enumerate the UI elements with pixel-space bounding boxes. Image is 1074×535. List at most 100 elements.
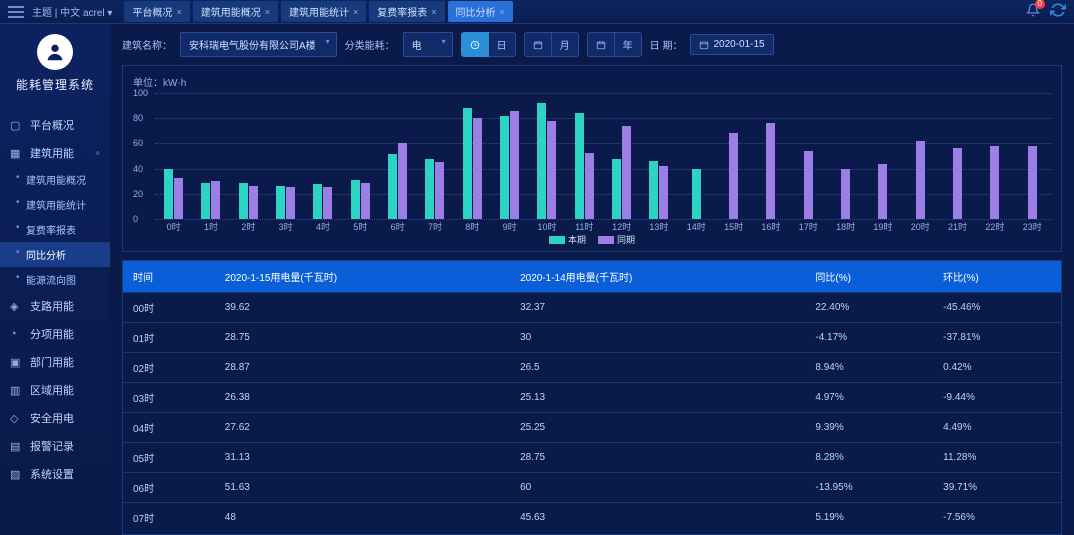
seg-year[interactable]: 年 xyxy=(615,32,642,57)
menu-toggle-icon[interactable] xyxy=(8,6,24,18)
menu-icon: ▢ xyxy=(10,119,24,132)
bar[interactable] xyxy=(1028,146,1037,219)
bar[interactable] xyxy=(388,154,397,219)
bar[interactable] xyxy=(510,111,519,219)
sidebar-subitem[interactable]: 建筑用能统计 xyxy=(0,192,110,217)
bar-slot xyxy=(416,93,453,219)
seg-month[interactable]: 月 xyxy=(552,32,579,57)
bar[interactable] xyxy=(766,123,775,219)
sidebar-subitem[interactable]: 同比分析 xyxy=(0,242,110,267)
bar[interactable] xyxy=(425,159,434,219)
sidebar-item[interactable]: ◇安全用电 xyxy=(0,404,110,432)
bar[interactable] xyxy=(286,187,295,219)
table-cell: -13.95% xyxy=(805,473,933,503)
close-icon[interactable]: × xyxy=(500,7,505,17)
refresh-icon[interactable] xyxy=(1050,2,1066,21)
bar[interactable] xyxy=(916,141,925,219)
tab[interactable]: 建筑用能概况× xyxy=(193,1,278,22)
bar[interactable] xyxy=(323,187,332,219)
seg-cal-year-icon[interactable] xyxy=(587,32,615,57)
bar[interactable] xyxy=(537,103,546,219)
bar[interactable] xyxy=(575,113,584,219)
bar[interactable] xyxy=(692,169,701,219)
sidebar-subitem[interactable]: 能源流向图 xyxy=(0,267,110,292)
tab[interactable]: 复费率报表× xyxy=(369,1,444,22)
tab[interactable]: 平台概况× xyxy=(124,1,189,22)
bar-slot xyxy=(267,93,304,219)
seg-cal-month-icon[interactable] xyxy=(524,32,552,57)
sidebar-item[interactable]: ▤报警记录 xyxy=(0,432,110,460)
bar[interactable] xyxy=(201,183,210,219)
building-label: 建筑名称： xyxy=(122,37,172,52)
x-tick-label: 3时 xyxy=(267,220,304,233)
sidebar-subitem[interactable]: 复费率报表 xyxy=(0,217,110,242)
building-select[interactable]: 安科瑞电气股份有限公司A楼 xyxy=(180,32,337,57)
bar[interactable] xyxy=(361,183,370,219)
sidebar-item[interactable]: ▥区域用能 xyxy=(0,376,110,404)
sidebar-item[interactable]: ▢平台概况 xyxy=(0,111,110,139)
bar[interactable] xyxy=(398,143,407,219)
tab[interactable]: 建筑用能统计× xyxy=(281,1,366,22)
bar-slot xyxy=(678,93,715,219)
bar[interactable] xyxy=(239,183,248,219)
bell-icon[interactable]: 0 xyxy=(1026,3,1040,20)
user-label[interactable]: acrel xyxy=(83,8,105,19)
date-value: 2020-01-15 xyxy=(713,39,764,50)
sidebar-item[interactable]: ▨系统设置 xyxy=(0,460,110,488)
bar[interactable] xyxy=(990,146,999,219)
bar[interactable] xyxy=(276,186,285,219)
legend-swatch xyxy=(598,236,614,244)
seg-clock[interactable] xyxy=(461,32,489,57)
bar[interactable] xyxy=(649,161,658,219)
bar[interactable] xyxy=(953,148,962,219)
table-row: 05时31.1328.758.28%11.28% xyxy=(123,443,1061,473)
bar[interactable] xyxy=(585,153,594,219)
bar[interactable] xyxy=(547,121,556,219)
bar-slot xyxy=(528,93,565,219)
bar[interactable] xyxy=(729,133,738,219)
bar[interactable] xyxy=(435,162,444,219)
sidebar-item[interactable]: ▦建筑用能˄ xyxy=(0,139,110,167)
bar[interactable] xyxy=(622,126,631,219)
bar[interactable] xyxy=(500,116,509,219)
bar[interactable] xyxy=(473,118,482,219)
x-tick-label: 19时 xyxy=(864,220,901,233)
sidebar-item[interactable]: ▣部门用能 xyxy=(0,348,110,376)
close-icon[interactable]: × xyxy=(431,7,436,17)
bar[interactable] xyxy=(841,169,850,219)
close-icon[interactable]: × xyxy=(176,7,181,17)
legend-item[interactable]: 同期 xyxy=(598,233,635,246)
bar[interactable] xyxy=(211,181,220,219)
legend-item[interactable]: 本期 xyxy=(549,233,586,246)
bar[interactable] xyxy=(878,164,887,219)
bar[interactable] xyxy=(463,108,472,219)
bar[interactable] xyxy=(313,184,322,219)
bar[interactable] xyxy=(249,186,258,219)
x-tick-label: 16时 xyxy=(752,220,789,233)
theme-label[interactable]: 主题 xyxy=(32,8,52,19)
time-segment-3: 年 xyxy=(587,32,642,57)
bar[interactable] xyxy=(612,159,621,219)
tab[interactable]: 同比分析× xyxy=(448,1,513,22)
type-select[interactable]: 电 xyxy=(403,32,453,57)
seg-day[interactable]: 日 xyxy=(489,32,516,57)
sidebar-item[interactable]: ◈支路用能 xyxy=(0,292,110,320)
bar[interactable] xyxy=(174,178,183,219)
menu-label: 建筑用能 xyxy=(30,145,74,161)
date-picker[interactable]: 2020-01-15 xyxy=(690,34,773,55)
sidebar-subitem[interactable]: 建筑用能概况 xyxy=(0,167,110,192)
bar-slot xyxy=(342,93,379,219)
menu-icon: ▣ xyxy=(10,356,24,369)
close-icon[interactable]: × xyxy=(353,7,358,17)
menu-label: 区域用能 xyxy=(30,382,74,398)
close-icon[interactable]: × xyxy=(265,7,270,17)
bar[interactable] xyxy=(804,151,813,219)
type-label: 分类能耗： xyxy=(345,37,395,52)
bar[interactable] xyxy=(351,180,360,219)
bar[interactable] xyxy=(164,169,173,219)
lang-label[interactable]: 中文 xyxy=(60,8,80,19)
table-cell: 8.94% xyxy=(805,353,933,383)
x-tick-label: 11时 xyxy=(566,220,603,233)
bar[interactable] xyxy=(659,166,668,219)
sidebar-item[interactable]: ◔分项用能 xyxy=(0,320,110,348)
